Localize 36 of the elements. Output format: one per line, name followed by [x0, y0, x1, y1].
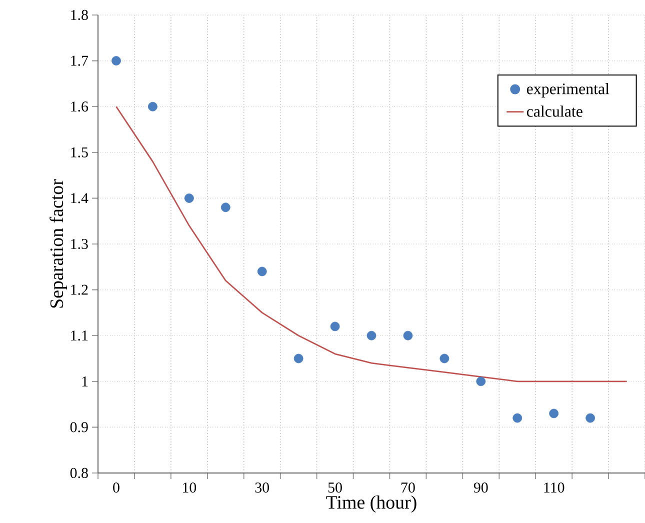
point — [148, 102, 158, 112]
y-tick-label: 1.7 — [71, 56, 88, 66]
point — [220, 202, 230, 212]
y-tick-label: 1.2 — [71, 284, 88, 295]
point — [112, 56, 121, 66]
y-tick-label: 1.5 — [71, 147, 88, 158]
point — [512, 413, 522, 423]
point — [586, 413, 596, 423]
x-tick-label: 50 — [328, 482, 342, 493]
point — [403, 330, 413, 340]
y-tick-label: 1.8 — [71, 10, 88, 20]
point — [476, 376, 486, 386]
y-tick-label: 1.3 — [71, 238, 88, 250]
y-tick-label: 1.6 — [71, 102, 88, 112]
legend-label: calculate — [526, 106, 582, 117]
x-tick-label: 10 — [183, 482, 196, 493]
legend-label: experimental — [526, 83, 610, 98]
y-tick-label: 1.4 — [71, 193, 88, 204]
point — [366, 330, 376, 340]
y-tick-label: 1 — [82, 376, 88, 386]
point — [257, 266, 267, 276]
x-tick-label: 110 — [544, 482, 564, 493]
x-axis-title: Time (hour) — [326, 495, 416, 513]
point — [294, 354, 304, 364]
y-tick-label: 0.8 — [70, 468, 88, 478]
point — [549, 408, 559, 418]
y-tick-label: 1.1 — [71, 330, 88, 341]
x-tick-label: 30 — [255, 482, 270, 493]
x-tick-label: 0 — [113, 482, 120, 493]
y-tick-label: 0.9 — [70, 422, 88, 432]
point — [330, 322, 340, 332]
x-tick-label: 90 — [474, 482, 488, 493]
point — [440, 354, 450, 364]
x-tick-label: 70 — [401, 482, 415, 493]
y-axis-title: Separation factor — [50, 179, 67, 308]
point — [184, 193, 194, 203]
